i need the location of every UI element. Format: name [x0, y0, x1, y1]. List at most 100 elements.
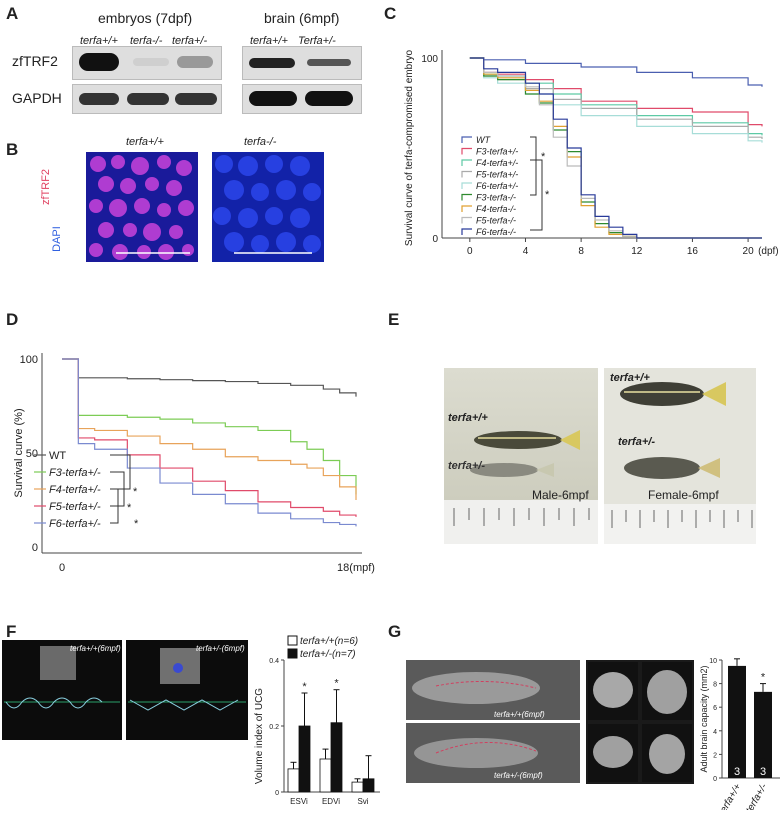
series-line [62, 358, 357, 495]
x-tick-label: ESVi [290, 797, 308, 806]
legend-swatch [461, 205, 472, 212]
row-label-zftrf2: zfTRF2 [12, 53, 58, 69]
legend-label: F3-terfa-/- [476, 193, 516, 203]
stain-trf2-label: zfTRF2 [40, 168, 53, 206]
legend-swatch [461, 216, 472, 224]
x-tick-label: 18(mpf) [337, 562, 375, 574]
panel-c-letter: C [384, 4, 397, 23]
y-tick-label: 2 [713, 752, 717, 759]
blot-group2-title: brain (6mpf) [264, 10, 340, 26]
n-label: 3 [734, 766, 740, 778]
y-tick-label: 100 [20, 354, 38, 366]
fish-label: terfa+/- [618, 436, 655, 448]
x-tick-label: Svi [357, 797, 368, 806]
panel-a-letter: A [6, 4, 19, 23]
y-tick-label: 0.4 [269, 658, 279, 665]
legend-label: F3-terfa+/- [476, 147, 518, 157]
panel-g-letter: G [388, 622, 402, 641]
legend-swatch [287, 635, 298, 646]
y-tick-label: 50 [26, 448, 38, 460]
sig-star: * [133, 486, 138, 498]
series-line [469, 57, 763, 136]
legend-label: F4-terfa+/- [476, 158, 518, 168]
legend-swatch [461, 136, 472, 143]
legend-label: F4-terfa+/- [49, 484, 101, 496]
xray-label: terfa+/-(6mpf) [494, 771, 543, 780]
blot-gapdh-embryo [72, 84, 222, 114]
micrograph-wt [86, 152, 198, 262]
x-tick-label: 0 [467, 246, 473, 257]
chart-d: 0 50 100 0 18(mpf) Survival curve (%) WT F3-ter… [13, 353, 375, 574]
bar [298, 725, 311, 793]
bar [330, 722, 343, 793]
legend-swatch [461, 228, 472, 235]
series-line [62, 358, 357, 517]
legend-label: F5-terfa-/- [476, 216, 516, 226]
panel-d-letter: D [6, 310, 19, 329]
panel-f-letter: F [6, 622, 17, 641]
sig-bracket [530, 159, 543, 231]
n-label: 3 [760, 766, 766, 778]
x-tick-label: EDVi [322, 797, 340, 806]
legend-swatch [461, 147, 472, 155]
blot-gapdh-brain [242, 84, 362, 114]
legend-label: terfa+/-(n=7) [300, 649, 356, 660]
micrograph-ko [212, 152, 324, 262]
legend-swatch [461, 159, 472, 166]
y-tick-label: 6 [713, 705, 717, 712]
legend-label: F4-terfa-/- [476, 204, 516, 214]
legend-swatch [461, 182, 472, 189]
bar [319, 758, 332, 793]
legend-label: F5-terfa+/- [476, 170, 518, 180]
micrograph-title: terfa-/- [244, 136, 277, 148]
sig-bracket [530, 136, 537, 196]
sig-star: * [127, 502, 132, 514]
panel-e-letter: E [388, 310, 400, 329]
fish-label: terfa+/+ [448, 412, 488, 424]
x-tick-label: 20 [743, 246, 755, 257]
series-line [62, 358, 357, 500]
x-tick-label: 8 [578, 246, 584, 257]
male-caption: Male-6mpf [532, 488, 589, 502]
y-tick-label: 100 [421, 54, 438, 65]
ultrasound-label: terfa+/+(6mpf) [70, 644, 121, 653]
bar [362, 778, 375, 793]
series-line [469, 57, 763, 139]
sig-bracket [110, 488, 119, 524]
blot-group1-title: embryos (7dpf) [98, 10, 193, 26]
legend-label: F6-terfa+/- [49, 518, 101, 530]
series-line [469, 57, 763, 87]
xray-label: terfa+/+(6mpf) [494, 710, 545, 719]
stain-legend: zfTRF2 DAPI [40, 155, 76, 265]
bar [287, 768, 300, 793]
row-label-gapdh: GAPDH [12, 90, 62, 106]
lane-label: Terfa+/- [298, 35, 336, 47]
chart-c: 0 100 0 4 8 12 16 20 (dpf) Survival curve of terf… [404, 49, 779, 257]
lane-label: terfa+/- [172, 35, 208, 47]
xray-wt [406, 660, 580, 720]
y-tick-label: 0 [275, 790, 279, 797]
x-tick-label: terfa+/+ [717, 782, 744, 810]
x-tick-label: 12 [631, 246, 643, 257]
bar [351, 781, 364, 793]
y-axis-label: Survival curve of terfa-compromised embr… [404, 49, 415, 246]
legend-label: F5-terfa+/- [49, 501, 101, 513]
legend-swatch [287, 648, 298, 659]
legend-label: F3-terfa+/- [49, 467, 101, 479]
blot-zftrf2-brain [242, 46, 362, 80]
y-tick-label: 10 [709, 658, 717, 665]
sig-bracket [110, 471, 125, 507]
y-tick-label: 0 [713, 776, 717, 783]
ultrasound-het [126, 640, 248, 740]
x-tick-label: 0 [59, 562, 65, 574]
stain-dapi-label: DAPI [50, 226, 63, 252]
lane-label: terfa-/- [130, 35, 163, 47]
y-tick-label: 0.2 [269, 724, 279, 731]
bar [754, 691, 772, 778]
sig-star: * [334, 678, 339, 690]
fish-label: terfa+/+ [610, 372, 650, 384]
xray-het [406, 723, 580, 783]
sig-star: * [545, 189, 550, 201]
y-tick-label: 0 [32, 542, 38, 554]
